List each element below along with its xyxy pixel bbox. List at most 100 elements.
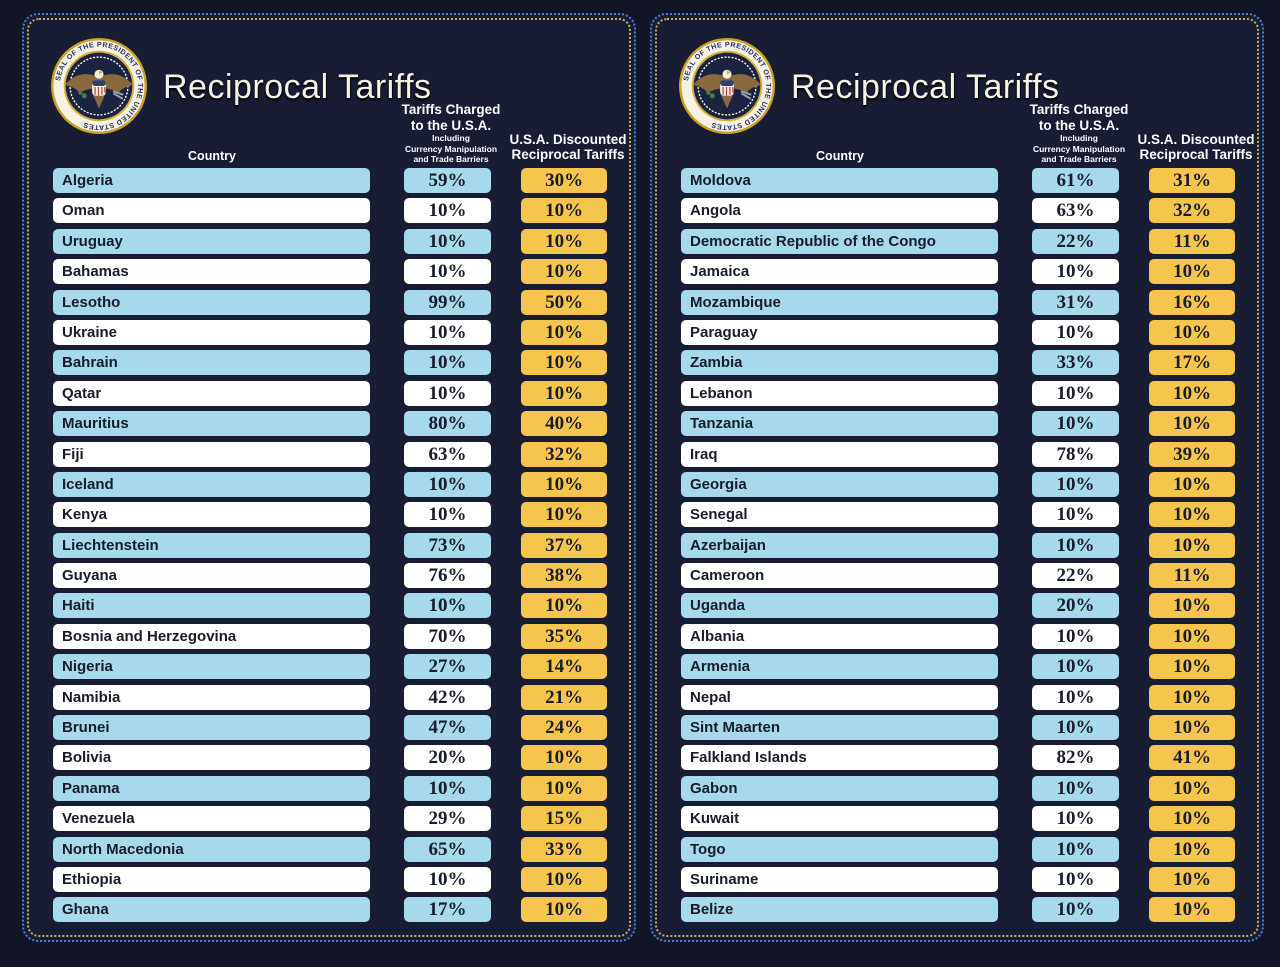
charged-tariff-cell: 10% — [403, 866, 492, 892]
charged-tariff-cell: 78% — [1031, 441, 1120, 467]
table-row: Moldova 61% 31% — [681, 168, 1235, 193]
discounted-tariff-cell: 10% — [1149, 532, 1235, 558]
charged-tariff-cell: 10% — [1031, 259, 1120, 285]
country-cell: Iraq — [681, 441, 998, 467]
country-cell: Kuwait — [681, 806, 998, 832]
country-cell: Ghana — [53, 897, 370, 923]
charged-tariff-cell: 63% — [403, 441, 492, 467]
column-header-discounted: U.S.A. Discounted Reciprocal Tariffs — [488, 132, 629, 163]
discounted-tariff-cell: 35% — [521, 623, 607, 649]
country-cell: Bahamas — [53, 259, 370, 285]
charged-tariff-cell: 10% — [403, 319, 492, 345]
table-row: Ethiopia 10% 10% — [53, 866, 607, 892]
table-row: Albania 10% 10% — [681, 623, 1235, 649]
table-row: Guyana 76% 38% — [53, 563, 607, 589]
charged-header-line1: Tariffs Charged — [1029, 102, 1129, 118]
table-row: North Macedonia 65% 33% — [53, 836, 607, 862]
discounted-tariff-cell: 10% — [1149, 836, 1235, 862]
country-cell: Uganda — [681, 593, 998, 619]
table-row: Uganda 20% 10% — [681, 593, 1235, 619]
table-row: Belize 10% 10% — [681, 897, 1235, 923]
discounted-tariff-cell: 10% — [1149, 715, 1235, 741]
table-row: Qatar 10% 10% — [53, 380, 607, 406]
table-row: Lebanon 10% 10% — [681, 380, 1235, 406]
discounted-tariff-cell: 10% — [521, 897, 607, 923]
discounted-tariff-cell: 24% — [521, 715, 607, 741]
discounted-tariff-cell: 10% — [1149, 623, 1235, 649]
tariff-board-right-inner: SEAL OF THE PRESIDENT OF THE UNITED STAT… — [655, 18, 1259, 937]
country-cell: Jamaica — [681, 259, 998, 285]
discounted-tariff-cell: 10% — [1149, 654, 1235, 680]
table-row: Armenia 10% 10% — [681, 654, 1235, 680]
charged-tariff-cell: 10% — [1031, 715, 1120, 741]
charged-tariff-cell: 10% — [403, 198, 492, 224]
charged-tariff-cell: 22% — [1031, 228, 1120, 254]
discounted-tariff-cell: 31% — [1149, 168, 1235, 193]
country-cell: Paraguay — [681, 319, 998, 345]
country-cell: Senegal — [681, 502, 998, 528]
discounted-tariff-cell: 10% — [521, 198, 607, 224]
table-row: Nigeria 27% 14% — [53, 654, 607, 680]
discounted-tariff-cell: 10% — [1149, 806, 1235, 832]
discounted-tariff-cell: 17% — [1149, 350, 1235, 376]
discounted-tariff-cell: 11% — [1149, 563, 1235, 589]
discounted-tariff-cell: 10% — [1149, 259, 1235, 285]
table-row: Gabon 10% 10% — [681, 775, 1235, 801]
discounted-tariff-cell: 10% — [521, 228, 607, 254]
charged-tariff-cell: 31% — [1031, 289, 1120, 315]
country-cell: Gabon — [681, 775, 998, 801]
table-row: Cameroon 22% 11% — [681, 563, 1235, 589]
charged-tariff-cell: 80% — [403, 411, 492, 437]
charged-tariff-cell: 10% — [1031, 897, 1120, 923]
charged-tariff-cell: 10% — [1031, 684, 1120, 710]
discounted-header-line2: Reciprocal Tariffs — [1139, 147, 1253, 163]
table-row: Angola 63% 32% — [681, 198, 1235, 224]
discounted-tariff-cell: 10% — [1149, 411, 1235, 437]
discounted-tariff-cell: 10% — [1149, 593, 1235, 619]
charged-tariff-cell: 10% — [1031, 836, 1120, 862]
table-row: Fiji 63% 32% — [53, 441, 607, 467]
country-cell: Brunei — [53, 715, 370, 741]
country-cell: Bosnia and Herzegovina — [53, 623, 370, 649]
table-row: Panama 10% 10% — [53, 775, 607, 801]
table-row: Sint Maarten 10% 10% — [681, 715, 1235, 741]
discounted-tariff-cell: 10% — [1149, 897, 1235, 923]
country-cell: North Macedonia — [53, 836, 370, 862]
charged-tariff-cell: 29% — [403, 806, 492, 832]
discounted-tariff-cell: 33% — [521, 836, 607, 862]
charged-tariff-cell: 10% — [403, 593, 492, 619]
table-row: Lesotho 99% 50% — [53, 289, 607, 315]
table-row: Bahamas 10% 10% — [53, 259, 607, 285]
country-cell: Uruguay — [53, 228, 370, 254]
country-cell: Algeria — [53, 168, 370, 193]
charged-tariff-cell: 22% — [1031, 563, 1120, 589]
country-cell: Ethiopia — [53, 866, 370, 892]
tariff-table: Moldova 61% 31% Angola 63% 32% Democrati… — [657, 166, 1257, 923]
discounted-tariff-cell: 30% — [521, 168, 607, 193]
charged-tariff-cell: 59% — [403, 168, 492, 193]
table-row: Bahrain 10% 10% — [53, 350, 607, 376]
charged-tariff-cell: 70% — [403, 623, 492, 649]
discounted-tariff-cell: 10% — [1149, 684, 1235, 710]
country-cell: Suriname — [681, 866, 998, 892]
discounted-tariff-cell: 10% — [521, 502, 607, 528]
discounted-tariff-cell: 39% — [1149, 441, 1235, 467]
table-row: Bosnia and Herzegovina 70% 35% — [53, 623, 607, 649]
table-row: Togo 10% 10% — [681, 836, 1235, 862]
country-cell: Bahrain — [53, 350, 370, 376]
country-cell: Lebanon — [681, 380, 998, 406]
country-cell: Oman — [53, 198, 370, 224]
discounted-header-line1: U.S.A. Discounted — [1137, 131, 1255, 147]
discounted-tariff-cell: 10% — [521, 593, 607, 619]
country-cell: Armenia — [681, 654, 998, 680]
country-cell: Cameroon — [681, 563, 998, 589]
country-cell: Guyana — [53, 563, 370, 589]
country-cell: Democratic Republic of the Congo — [681, 228, 998, 254]
table-row: Uruguay 10% 10% — [53, 228, 607, 254]
table-row: Oman 10% 10% — [53, 198, 607, 224]
country-cell: Moldova — [681, 168, 998, 193]
discounted-tariff-cell: 10% — [1149, 319, 1235, 345]
country-cell: Tanzania — [681, 411, 998, 437]
charged-tariff-cell: 10% — [403, 380, 492, 406]
discounted-tariff-cell: 10% — [521, 866, 607, 892]
